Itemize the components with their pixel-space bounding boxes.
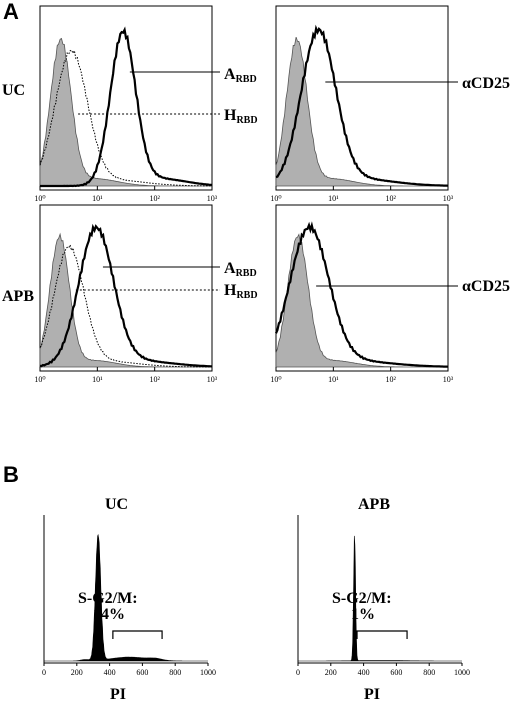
cycle-panel-cycle-uc: 0 200 400 600 800 1000 — [42, 515, 216, 677]
gate-title-uc: S-G2/M: — [78, 590, 138, 607]
x-tick-label: 10¹ — [328, 375, 339, 384]
x-tick-label: 10³ — [207, 194, 218, 203]
row-label-uc: UC — [2, 82, 26, 99]
x-tick-label: 10³ — [443, 375, 454, 384]
xlabel-uc: PI — [110, 686, 126, 703]
plot-frame — [275, 5, 449, 191]
arbd-label-uc: ARBD — [224, 66, 257, 85]
x-tick-label: 800 — [423, 668, 435, 677]
x-tick-label: 1000 — [200, 668, 216, 677]
cd25-histogram — [274, 221, 449, 368]
x-tick-label: 10¹ — [92, 375, 103, 384]
xlabel-apb: PI — [364, 686, 380, 703]
isotype-histogram — [39, 232, 212, 368]
x-tick-label: 800 — [169, 668, 181, 677]
x-tick-label: 0 — [42, 668, 46, 677]
x-tick-label: 10⁰ — [270, 194, 281, 203]
flow-panel-flow-uc-cd25: 10⁰ 10¹ 10² 10³ — [270, 5, 458, 203]
cd25-label-apb: αCD25 — [462, 278, 511, 295]
x-tick-label: 600 — [390, 668, 402, 677]
x-tick-label: 400 — [358, 668, 370, 677]
cd25-histogram — [275, 24, 449, 187]
row-label-apb: APB — [2, 288, 34, 305]
pi-histogram — [298, 535, 462, 662]
x-tick-label: 10¹ — [92, 194, 103, 203]
isotype-histogram — [275, 233, 448, 368]
gate-bracket — [356, 630, 408, 639]
x-tick-label: 400 — [104, 668, 116, 677]
x-tick-label: 10¹ — [328, 194, 339, 203]
x-tick-label: 10² — [149, 194, 160, 203]
x-tick-label: 600 — [136, 668, 148, 677]
plot-frame — [39, 5, 213, 191]
x-tick-label: 200 — [325, 668, 337, 677]
x-tick-label: 10³ — [207, 375, 218, 384]
x-tick-label: 10⁰ — [34, 194, 45, 203]
hrbd-histogram — [39, 49, 212, 187]
x-tick-label: 10³ — [443, 194, 454, 203]
hrbd-label-uc: HRBD — [224, 107, 258, 126]
flow-panel-flow-apb-rbd: 10⁰ 10¹ 10² 10³ — [34, 204, 220, 384]
gate-value-apb: 1% — [351, 606, 375, 623]
pi-histogram — [44, 533, 208, 662]
x-tick-label: 1000 — [454, 668, 470, 677]
x-tick-label: 10² — [385, 194, 396, 203]
x-tick-label: 10² — [385, 375, 396, 384]
x-tick-label: 10⁰ — [34, 375, 45, 384]
cycle-title-apb: APB — [358, 496, 390, 513]
cd25-label-uc: αCD25 — [462, 75, 511, 92]
flow-panel-flow-apb-cd25: 10⁰ 10¹ 10² 10³ — [270, 204, 458, 384]
hrbd-label-apb: HRBD — [224, 282, 258, 301]
isotype-histogram — [275, 36, 448, 187]
arbd-histogram — [40, 26, 213, 188]
gate-title-apb: S-G2/M: — [332, 590, 392, 607]
arbd-histogram — [39, 223, 212, 368]
x-tick-label: 200 — [71, 668, 83, 677]
cycle-panel-cycle-apb: 0 200 400 600 800 1000 — [296, 515, 470, 677]
x-tick-label: 0 — [296, 668, 300, 677]
gate-bracket — [112, 630, 163, 639]
panel-letter-a: A — [3, 0, 19, 24]
x-tick-label: 10² — [149, 375, 160, 384]
flow-panel-flow-uc-rbd: 10⁰ 10¹ 10² 10³ — [34, 5, 220, 203]
arbd-label-apb: ARBD — [224, 260, 257, 279]
isotype-histogram — [39, 37, 212, 187]
cycle-title-uc: UC — [105, 496, 129, 513]
gate-value-uc: 14% — [93, 606, 125, 623]
plot-frame — [275, 204, 449, 372]
plot-frame — [39, 204, 213, 372]
x-tick-label: 10⁰ — [270, 375, 281, 384]
panel-letter-b: B — [3, 462, 19, 487]
